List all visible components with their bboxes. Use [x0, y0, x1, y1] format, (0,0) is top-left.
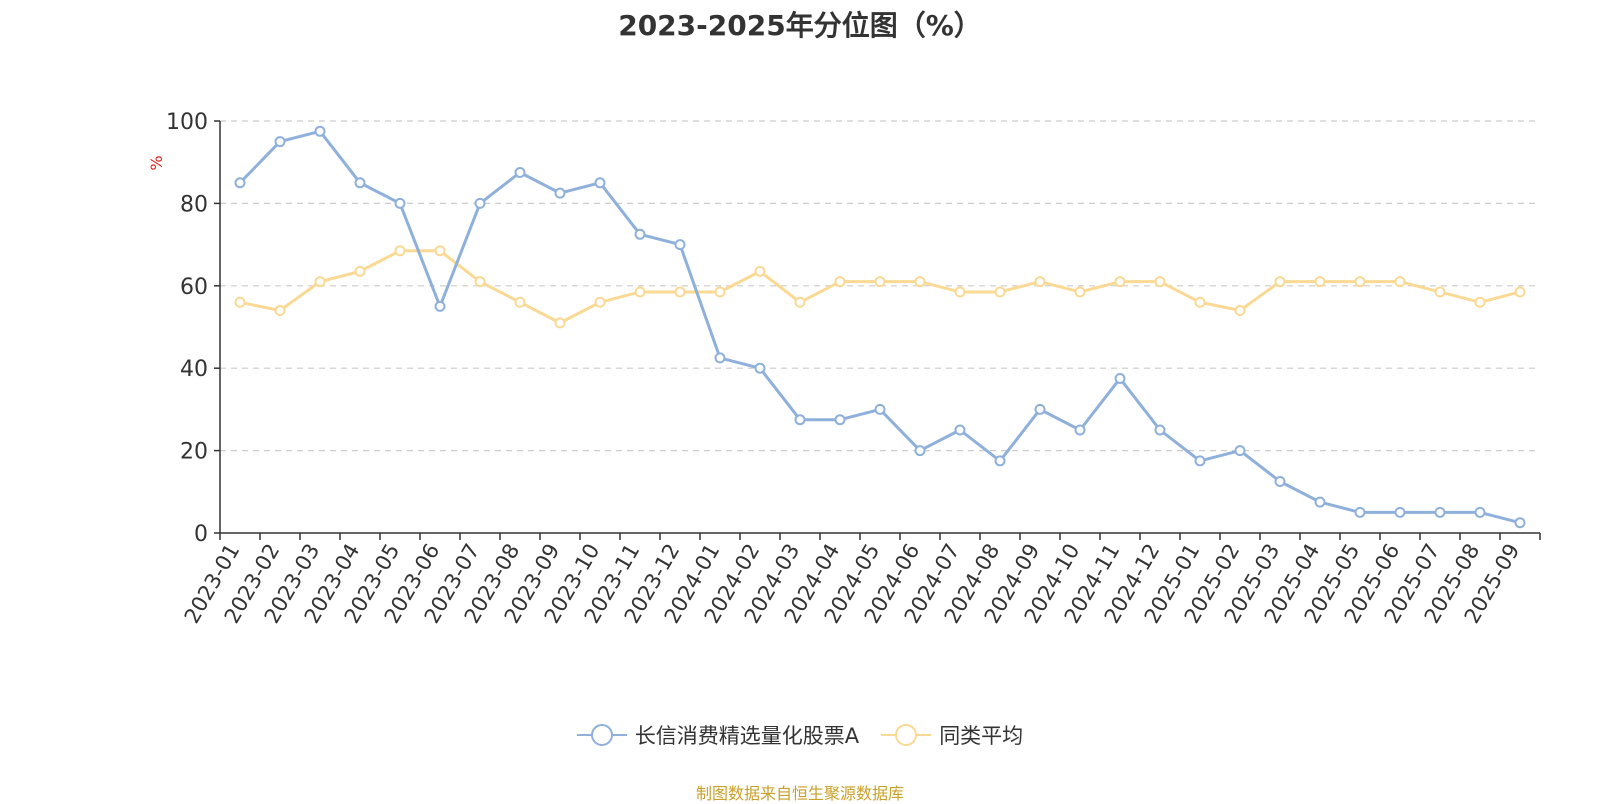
axes	[214, 120, 1541, 540]
data-point-series-1	[474, 197, 486, 209]
data-point-series-2	[794, 296, 806, 308]
data-point-series-1	[1194, 455, 1206, 467]
series-lines	[234, 125, 1526, 529]
data-point-series-1	[1274, 476, 1286, 487]
data-point-series-2	[674, 286, 686, 298]
data-point-series-1	[514, 167, 526, 178]
data-point-series-1	[1234, 445, 1246, 457]
data-point-series-1	[1434, 506, 1446, 518]
data-point-series-1	[954, 424, 966, 436]
legend-marker-series-2	[881, 724, 932, 746]
data-point-series-2	[914, 276, 926, 288]
y-tick-label: 0	[194, 522, 208, 547]
data-point-series-2	[954, 286, 966, 298]
y-axis-title: %	[147, 155, 166, 170]
data-point-series-2	[1434, 286, 1446, 298]
data-point-series-2	[1274, 276, 1286, 288]
data-point-series-1	[1114, 373, 1126, 384]
legend: 长信消费精选量化股票A 同类平均	[0, 720, 1600, 750]
legend-item-series-2[interactable]: 同类平均	[881, 720, 1023, 750]
chart-title: 2023-2025年分位图（%）	[618, 9, 982, 42]
data-point-series-2	[1514, 286, 1526, 298]
data-point-series-1	[554, 187, 566, 199]
data-point-series-2	[1034, 276, 1046, 288]
data-point-series-2	[234, 296, 246, 308]
data-point-series-1	[834, 414, 846, 426]
data-point-series-2	[1474, 296, 1486, 308]
legend-marker-series-1	[576, 724, 627, 746]
y-tick-label: 40	[180, 357, 208, 382]
data-point-series-1	[794, 414, 806, 426]
data-point-series-2	[754, 265, 766, 277]
y-tick-label: 80	[180, 192, 208, 217]
data-point-series-1	[914, 445, 926, 457]
data-point-series-2	[714, 286, 726, 298]
data-point-series-1	[1354, 506, 1366, 518]
data-point-series-2	[274, 305, 286, 317]
data-point-series-2	[1074, 286, 1086, 298]
data-point-series-1	[634, 228, 646, 240]
legend-label-series-1: 长信消费精选量化股票A	[634, 724, 860, 748]
data-point-series-1	[314, 125, 326, 137]
data-point-series-2	[314, 276, 326, 288]
data-point-series-1	[274, 136, 286, 148]
data-point-series-2	[594, 296, 606, 308]
legend-item-series-1[interactable]: 长信消费精选量化股票A	[576, 720, 860, 750]
data-point-series-1	[394, 197, 406, 209]
data-point-series-1	[754, 362, 766, 374]
data-point-series-2	[394, 245, 406, 257]
data-point-series-2	[1114, 276, 1126, 288]
data-point-series-1	[874, 403, 886, 415]
data-point-series-2	[1394, 276, 1406, 288]
data-point-series-2	[514, 296, 526, 308]
data-point-series-2	[1354, 276, 1366, 288]
data-point-series-1	[354, 177, 366, 189]
data-point-series-2	[354, 265, 366, 277]
data-point-series-2	[994, 286, 1006, 298]
data-point-series-1	[1034, 403, 1046, 415]
data-point-series-2	[834, 276, 846, 288]
series-line-1	[238, 129, 1521, 525]
data-point-series-1	[1074, 424, 1086, 436]
data-point-series-1	[234, 177, 246, 189]
data-point-series-2	[554, 317, 566, 329]
legend-label-series-2: 同类平均	[939, 724, 1024, 748]
data-point-series-2	[1154, 276, 1166, 288]
y-tick-label: 100	[166, 110, 208, 135]
data-point-series-1	[994, 455, 1006, 467]
data-point-series-2	[1234, 305, 1246, 317]
data-point-series-1	[1314, 496, 1326, 508]
data-point-series-1	[674, 239, 686, 251]
data-point-series-1	[1514, 517, 1526, 529]
source-note: 制图数据来自恒生聚源数据库	[695, 784, 904, 803]
y-tick-label: 60	[180, 275, 208, 300]
data-point-series-1	[594, 177, 606, 189]
data-point-series-2	[634, 286, 646, 298]
data-point-series-2	[474, 276, 486, 288]
data-point-series-2	[1314, 276, 1326, 288]
data-point-series-1	[1154, 424, 1166, 436]
y-tick-label: 20	[180, 440, 208, 465]
data-point-series-1	[714, 352, 726, 364]
data-point-series-1	[1394, 506, 1406, 518]
data-point-series-1	[434, 300, 446, 312]
data-point-series-2	[434, 245, 446, 257]
data-point-series-2	[874, 276, 886, 288]
data-point-series-1	[1474, 506, 1486, 518]
data-point-series-2	[1194, 296, 1206, 308]
